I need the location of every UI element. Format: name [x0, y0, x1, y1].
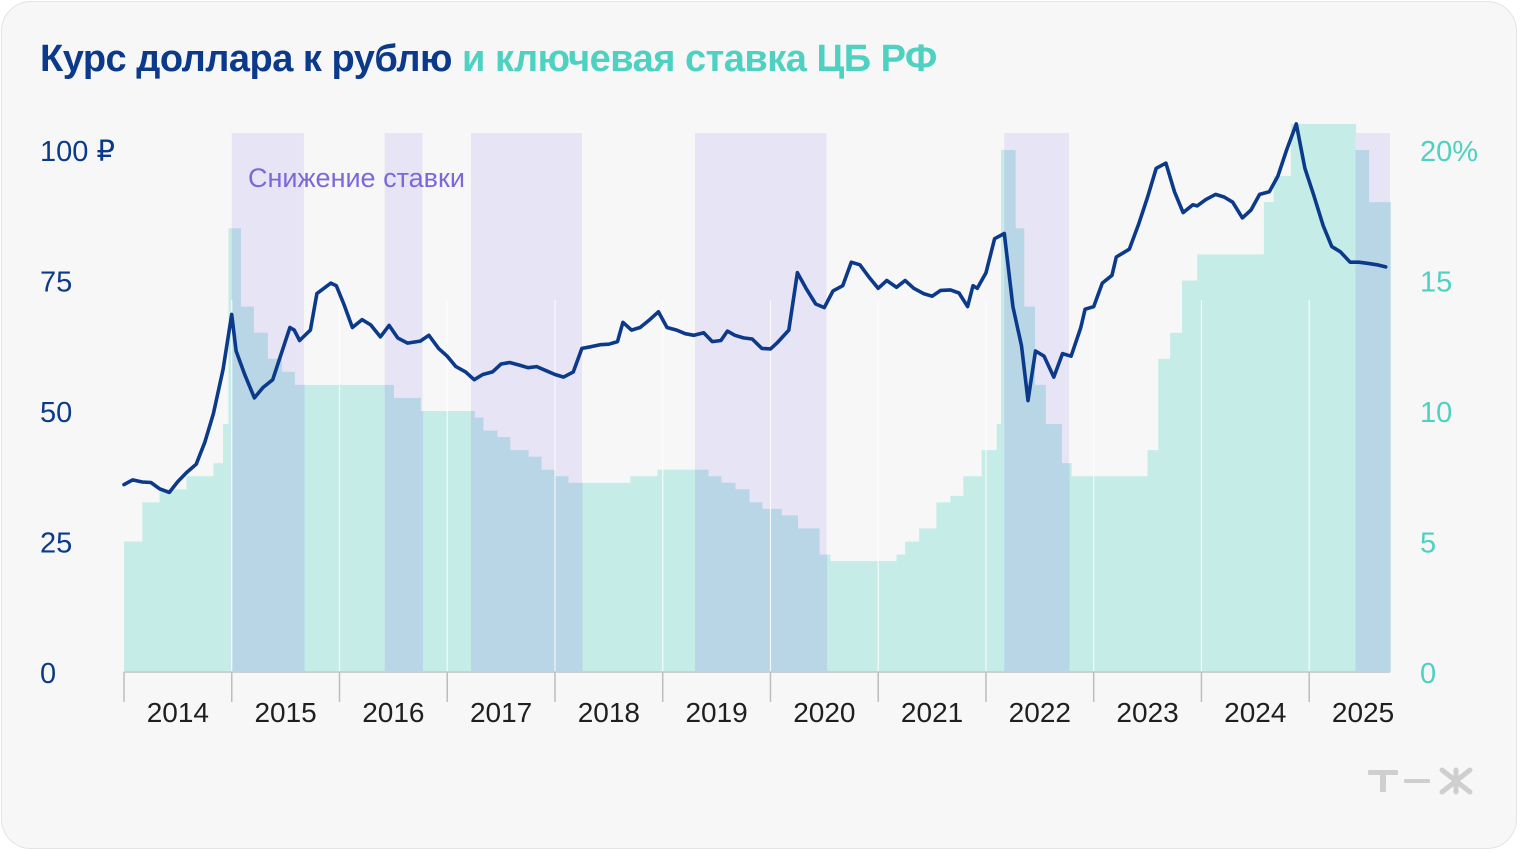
easing-bands — [231, 133, 1391, 673]
easing-rate-overlap — [420, 411, 424, 672]
easing-rate-overlap — [294, 384, 305, 672]
left-axis-tick-label: 0 — [40, 658, 56, 690]
easing-rate-overlap — [1061, 463, 1070, 672]
x-tick-label: 2017 — [470, 697, 532, 728]
key-rate-step — [581, 482, 601, 672]
easing-rate-overlap — [1004, 150, 1016, 672]
easing-rate-overlap — [707, 476, 722, 672]
x-tick-label: 2025 — [1332, 697, 1394, 728]
key-rate-step — [1273, 176, 1292, 672]
key-rate-step — [1147, 450, 1159, 672]
right-axis-labels: 0 5 10 15 20% — [1420, 136, 1478, 690]
easing-rate-overlap — [797, 528, 820, 672]
easing-rate-overlap — [818, 554, 828, 672]
easing-rate-overlap — [1023, 306, 1036, 672]
chart-title: Курс доллара к рублю и ключевая ставка Ц… — [40, 38, 937, 81]
x-tick-label: 2014 — [147, 697, 209, 728]
right-axis-tick-label: 20% — [1420, 136, 1478, 168]
easing-rate-overlap — [509, 450, 529, 672]
key-rate-step — [963, 476, 983, 672]
easing-rate-overlap — [781, 515, 799, 672]
key-rate-step — [996, 424, 1002, 672]
key-rate-step — [1263, 202, 1275, 672]
key-rate-step — [1071, 476, 1149, 672]
key-rate-step — [981, 450, 998, 672]
easing-rate-overlap — [528, 456, 542, 672]
easing-rate-overlap — [748, 502, 763, 672]
key-rate-step — [657, 469, 696, 672]
easing-rate-overlap — [253, 332, 268, 672]
title-sub: и ключевая ставка ЦБ РФ — [462, 38, 937, 80]
easing-band-label: Снижение ставки — [248, 163, 465, 193]
x-tick-label: 2024 — [1224, 697, 1286, 728]
easing-rate-overlap — [240, 306, 254, 672]
easing-rate-overlap — [496, 437, 511, 672]
easing-rate-overlap — [720, 482, 736, 672]
key-rate-step — [213, 463, 224, 672]
year-gridlines — [231, 300, 1310, 672]
key-rate-step — [1290, 123, 1357, 672]
easing-rate-overlap — [1034, 384, 1046, 672]
left-axis-tick-label: 50 — [40, 397, 72, 429]
right-axis-tick-label: 0 — [1420, 658, 1436, 690]
right-axis-tick-label: 15 — [1420, 267, 1452, 299]
easing-rate-overlap — [734, 489, 750, 672]
key-rate-step — [600, 482, 631, 672]
easing-rate-overlap — [1368, 202, 1391, 672]
key-rate-step — [159, 489, 188, 672]
x-tick-label: 2019 — [685, 697, 747, 728]
key-rate-step — [1182, 280, 1198, 672]
left-axis-tick-label: 25 — [40, 528, 72, 560]
x-tick-label: 2023 — [1116, 697, 1178, 728]
right-axis-tick-label: 10 — [1420, 397, 1452, 429]
key-rate-step — [186, 476, 215, 672]
easing-rate-overlap — [470, 411, 475, 672]
key-rate-step — [905, 541, 920, 672]
usd-rub-series — [122, 122, 1388, 495]
easing-rate-overlap — [1015, 228, 1025, 673]
easing-rate-overlap — [540, 469, 556, 672]
easing-rate-overlap — [474, 417, 484, 672]
key-rate-step — [936, 502, 952, 672]
title-main: Курс доллара к рублю — [40, 38, 452, 80]
key-rate-step — [223, 424, 230, 672]
key-rate-step — [294, 384, 394, 672]
easing-rate-overlap — [695, 469, 709, 672]
key-rate-step — [124, 541, 143, 672]
key-rate-step — [1158, 358, 1171, 672]
key-rate-step — [919, 528, 937, 672]
key-rate-step — [829, 561, 898, 672]
usd-rub-line — [122, 122, 1388, 495]
x-tick-label: 2015 — [254, 697, 316, 728]
key-rate-step — [896, 554, 906, 672]
easing-rate-overlap — [267, 358, 282, 672]
tzh-logo-icon — [1368, 767, 1473, 795]
left-axis-tick-label: 100 ₽ — [40, 136, 115, 168]
easing-rate-overlap — [231, 228, 241, 673]
right-axis-tick-label: 5 — [1420, 528, 1436, 560]
key-rate-step — [950, 495, 964, 672]
x-tick-label: 2022 — [1009, 697, 1071, 728]
easing-rate-overlap — [761, 508, 782, 672]
left-axis-tick-label: 75 — [40, 267, 72, 299]
easing-rate-overlap — [554, 476, 569, 672]
easing-rate-overlap — [393, 397, 421, 672]
x-tick-label: 2018 — [578, 697, 640, 728]
x-axis-ticks: 2014 2015 2016 2017 2018 2019 2020 2021 2022 2023… — [123, 672, 1394, 728]
x-tick-label: 2016 — [362, 697, 424, 728]
easing-rate-overlap — [281, 371, 295, 672]
x-tick-label: 2020 — [793, 697, 855, 728]
key-rate-step — [630, 476, 658, 672]
easing-rate-overlap — [482, 430, 498, 672]
key-rate-step — [1197, 254, 1265, 672]
x-tick-label: 2021 — [901, 697, 963, 728]
easing-rate-overlap — [384, 384, 394, 672]
easing-rate-overlap — [1355, 150, 1370, 672]
key-rate-step — [1170, 332, 1183, 672]
easing-rate-overlap — [1045, 424, 1062, 672]
left-axis-labels: 0 25 50 75 100 ₽ — [40, 136, 115, 690]
key-rate-step — [142, 502, 161, 672]
easing-rate-overlap — [567, 482, 583, 672]
